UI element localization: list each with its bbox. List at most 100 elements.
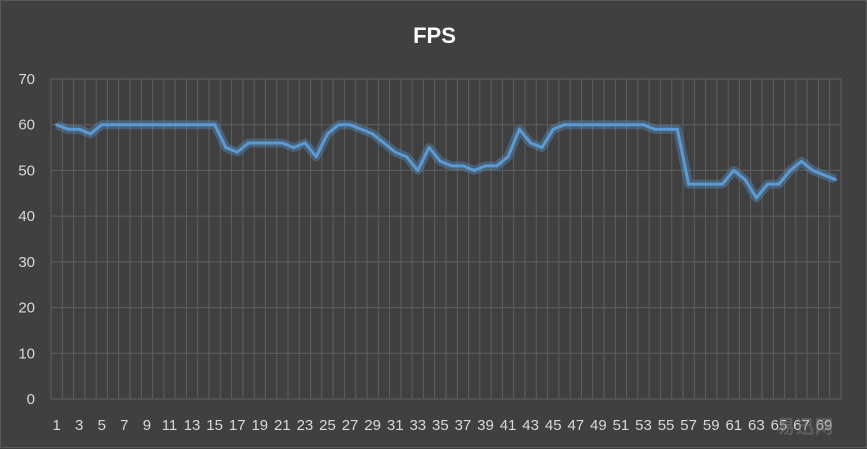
data-point xyxy=(563,123,566,127)
x-tick-label: 41 xyxy=(500,417,517,434)
data-point xyxy=(100,123,104,127)
data-point xyxy=(438,159,442,163)
data-point xyxy=(179,123,183,127)
x-tick-label: 57 xyxy=(680,417,697,434)
watermark-logo: 易迅网 xyxy=(777,417,834,437)
data-point xyxy=(833,178,837,182)
data-point xyxy=(642,123,645,127)
data-point xyxy=(450,164,454,168)
data-point xyxy=(213,123,217,127)
data-point xyxy=(484,164,487,168)
x-tick-label: 1 xyxy=(52,417,60,434)
data-point xyxy=(134,123,138,127)
data-point xyxy=(348,123,352,127)
x-tick-label: 9 xyxy=(143,417,151,434)
x-tick-label: 37 xyxy=(455,417,472,434)
data-point xyxy=(55,123,59,127)
x-tick-label: 15 xyxy=(206,417,223,434)
data-point xyxy=(721,182,724,186)
x-tick-label: 47 xyxy=(567,417,584,434)
y-tick-label: 20 xyxy=(18,300,35,317)
x-tick-label: 61 xyxy=(725,417,742,434)
data-point xyxy=(585,123,589,127)
x-tick-label: 69 xyxy=(816,417,833,434)
data-point xyxy=(461,164,465,168)
x-tick-label: 23 xyxy=(297,417,314,434)
data-point xyxy=(303,141,307,145)
x-tick-label: 25 xyxy=(319,417,336,434)
data-point xyxy=(664,127,668,131)
x-tick-label: 45 xyxy=(545,417,562,434)
data-point xyxy=(66,127,70,131)
y-tick-label: 40 xyxy=(18,208,35,225)
data-point xyxy=(156,123,160,127)
data-point xyxy=(551,127,555,131)
x-tick-label: 33 xyxy=(409,417,426,434)
data-point xyxy=(224,146,228,150)
data-point xyxy=(574,123,578,127)
data-point xyxy=(337,123,341,127)
data-point xyxy=(77,127,81,131)
series-layer xyxy=(54,120,838,203)
x-tick-label: 3 xyxy=(75,417,83,434)
data-point xyxy=(472,168,476,172)
data-point xyxy=(822,173,826,177)
data-point xyxy=(766,182,770,186)
data-point xyxy=(540,146,544,150)
data-point xyxy=(743,178,747,182)
x-tick-label: 19 xyxy=(251,417,268,434)
data-point xyxy=(427,146,431,150)
data-point xyxy=(247,141,250,145)
data-point xyxy=(732,168,736,172)
x-tick-label: 65 xyxy=(771,417,788,434)
x-tick-label: 63 xyxy=(748,417,765,434)
series-line-fps xyxy=(56,123,836,200)
data-point xyxy=(235,150,239,154)
y-tick-label: 10 xyxy=(18,345,35,362)
data-point xyxy=(608,123,612,127)
data-point xyxy=(800,159,803,163)
data-point xyxy=(269,141,273,145)
data-point xyxy=(788,168,792,172)
x-tick-label: 21 xyxy=(274,417,291,434)
data-point xyxy=(280,141,284,145)
data-point xyxy=(495,164,499,168)
x-tick-label: 43 xyxy=(522,417,539,434)
x-tick-label: 7 xyxy=(120,417,128,434)
gridlines xyxy=(50,78,842,400)
chart-title: FPS xyxy=(413,23,456,48)
data-point xyxy=(111,123,115,127)
data-point xyxy=(675,127,679,131)
x-tick-label: 55 xyxy=(658,417,675,434)
data-point xyxy=(687,182,691,186)
x-tick-label: 39 xyxy=(477,417,494,434)
x-tick-label: 53 xyxy=(635,417,652,434)
x-tick-label: 13 xyxy=(184,417,201,434)
data-point xyxy=(709,182,713,186)
data-point xyxy=(314,155,318,159)
x-tick-label: 27 xyxy=(342,417,359,434)
data-point xyxy=(596,123,600,127)
x-tick-label: 17 xyxy=(229,417,246,434)
x-tick-label: 29 xyxy=(364,417,381,434)
data-point xyxy=(122,123,126,127)
data-point xyxy=(89,132,92,136)
x-tick-label: 59 xyxy=(703,417,720,434)
data-point xyxy=(777,182,781,186)
x-tick-label: 11 xyxy=(162,417,178,434)
data-point xyxy=(630,123,634,127)
data-point xyxy=(258,141,262,145)
data-point xyxy=(529,141,533,145)
x-tick-label: 51 xyxy=(613,417,630,434)
y-tick-label: 60 xyxy=(18,117,35,134)
y-axis-ticks: 0 10 20 30 40 50 60 70 xyxy=(18,71,35,408)
data-point xyxy=(405,155,408,159)
data-point xyxy=(698,182,702,186)
data-point xyxy=(168,123,171,127)
x-tick-label: 5 xyxy=(98,417,106,434)
y-tick-label: 50 xyxy=(18,162,35,179)
data-point xyxy=(145,123,149,127)
y-tick-label: 30 xyxy=(18,254,35,271)
